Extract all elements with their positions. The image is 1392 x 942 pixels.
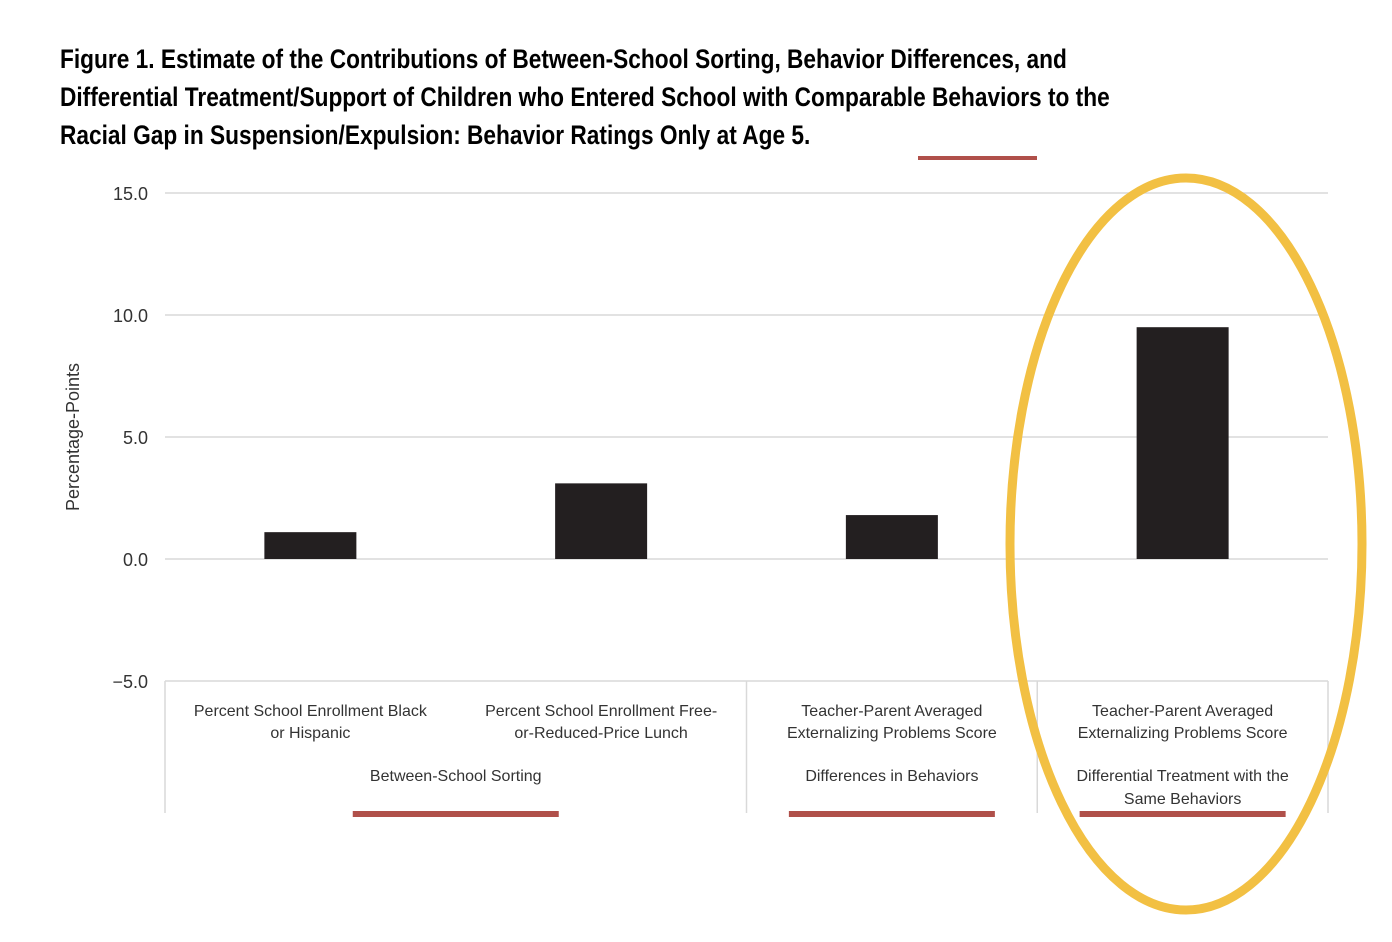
x-axis-category-labels: Percent School Enrollment Black or Hispan… — [164, 681, 1329, 813]
x-group-label: Differences in Behaviors — [805, 768, 978, 785]
x-category-label: Percent School Enrollment Free- — [485, 703, 717, 720]
x-category-label: Teacher-Parent Averaged — [1092, 703, 1273, 720]
bar — [555, 483, 648, 559]
y-tick-label: 0.0 — [123, 550, 148, 570]
annotations — [352, 156, 1367, 915]
bar — [264, 532, 357, 559]
y-tick-label: 15.0 — [113, 184, 148, 204]
bar — [845, 515, 938, 559]
figure-title: Figure 1. Estimate of the Contributions … — [60, 44, 1110, 150]
x-category-label: Externalizing Problems Score — [1078, 725, 1288, 742]
x-group-label: Between-School Sorting — [370, 768, 542, 785]
highlight-ellipse — [1005, 173, 1367, 915]
y-axis: 15.0 10.0 5.0 0.0 −5.0 Percentage-Points — [63, 184, 148, 692]
x-category-label: Teacher-Parent Averaged — [801, 703, 982, 720]
x-category-label: Percent School Enrollment Black — [194, 703, 428, 720]
y-tick-label: −5.0 — [112, 672, 148, 692]
y-tick-label: 5.0 — [123, 428, 148, 448]
bar — [1136, 327, 1229, 559]
y-axis-label: Percentage-Points — [63, 363, 83, 511]
x-category-label: or-Reduced-Price Lunch — [514, 725, 687, 742]
x-group-label: Differential Treatment with the — [1077, 768, 1289, 785]
bars — [264, 327, 1229, 559]
x-group-label: Same Behaviors — [1124, 791, 1241, 808]
y-tick-label: 10.0 — [113, 306, 148, 326]
x-category-label: Externalizing Problems Score — [787, 725, 997, 742]
x-category-label: or Hispanic — [270, 725, 350, 742]
